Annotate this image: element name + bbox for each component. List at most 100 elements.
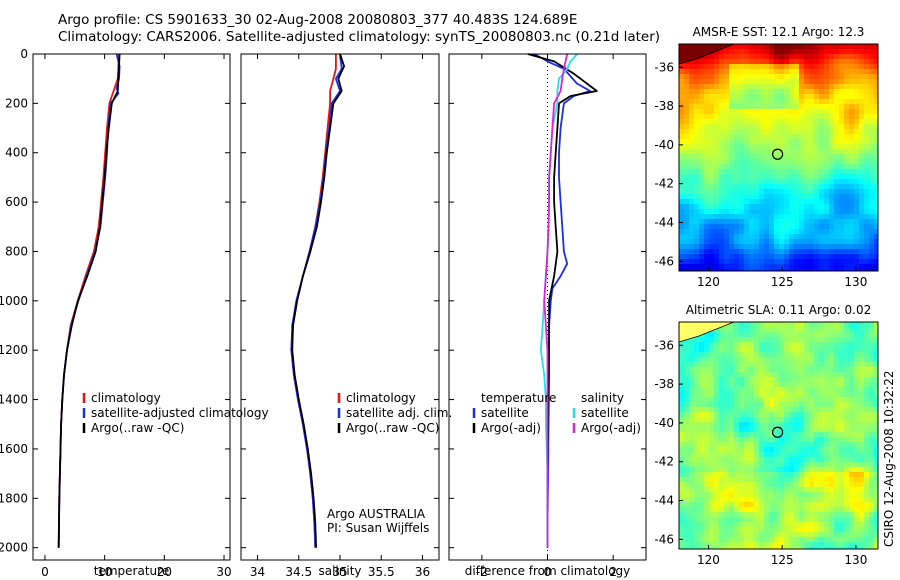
map-cell [689, 244, 695, 250]
map-cell [859, 442, 865, 448]
map-cell [764, 174, 770, 180]
map-cell [769, 204, 775, 210]
map-cell [864, 179, 870, 185]
map-cell [779, 264, 785, 270]
map-cell [819, 337, 825, 343]
map-cell [869, 204, 875, 210]
map-cell [814, 547, 820, 549]
map-cell [799, 234, 805, 240]
map-cell [859, 457, 865, 463]
map-cell [719, 527, 725, 533]
map-cell [724, 134, 730, 140]
map-cell [694, 119, 700, 125]
map-cell [749, 407, 755, 413]
map-cell [719, 159, 725, 165]
map-cell [854, 377, 860, 383]
map-cell [859, 134, 865, 140]
map-cell [824, 542, 830, 548]
map-cell [784, 372, 790, 378]
map-cell [709, 442, 715, 448]
map-cell [709, 362, 715, 368]
map-cell [704, 507, 710, 513]
map-cell [809, 179, 815, 185]
map-cell [834, 104, 840, 110]
map-cell [824, 387, 830, 393]
map-cell [784, 229, 790, 235]
map-cell [744, 492, 750, 498]
map-cell [834, 497, 840, 503]
map-cell [759, 417, 765, 423]
map-cell [754, 392, 760, 398]
map-cell [834, 477, 840, 483]
map-cell [719, 342, 725, 348]
map-cell [794, 422, 800, 428]
map-cell [849, 432, 855, 438]
legend-header: temperature [481, 391, 556, 405]
map-cell [859, 69, 865, 75]
map-cell [864, 442, 870, 448]
map-cell [784, 527, 790, 533]
map-cell [819, 517, 825, 523]
map-cell [694, 99, 700, 105]
map-cell [724, 169, 730, 175]
map-cell [874, 352, 878, 358]
map-cell [794, 362, 800, 368]
map-cell [729, 59, 735, 65]
map-cell [874, 487, 878, 493]
map-cell [824, 472, 830, 478]
map-cell [784, 119, 790, 125]
map-cell [844, 462, 850, 468]
map-cell [749, 239, 755, 245]
map-cell [859, 144, 865, 150]
map-cell [859, 139, 865, 145]
temperature-panel: 0 10 20 30020040060080010001200140016001800… [0, 47, 232, 579]
map-cell [869, 367, 875, 373]
map-cell [679, 189, 685, 195]
map-cell [784, 164, 790, 170]
map-cell [794, 332, 800, 338]
map-cell [679, 239, 685, 245]
map-cell [854, 412, 860, 418]
map-cell [679, 154, 685, 160]
map-cell [714, 447, 720, 453]
map-cell [779, 204, 785, 210]
map-cell [704, 114, 710, 120]
map-cell [679, 219, 685, 225]
map-cell [709, 139, 715, 145]
map-cell [779, 54, 785, 60]
map-cell [719, 179, 725, 185]
map-cell [799, 512, 805, 518]
map-cell [794, 169, 800, 175]
map-cell [874, 254, 878, 260]
map-cell [704, 442, 710, 448]
map-cell [749, 467, 755, 473]
map-cell [809, 264, 815, 270]
map-cell [749, 94, 755, 100]
map-cell [754, 357, 760, 363]
map-cell [784, 84, 790, 90]
map-cell [714, 164, 720, 170]
map-cell [754, 209, 760, 215]
map-cell [809, 432, 815, 438]
map-cell [754, 482, 760, 488]
map-cell [764, 517, 770, 523]
map-cell [679, 407, 685, 413]
map-cell [839, 224, 845, 230]
map-cell [799, 194, 805, 200]
map-cell [739, 199, 745, 205]
map-cell [854, 179, 860, 185]
map-cell [839, 362, 845, 368]
map-cell [859, 512, 865, 518]
map-cell [799, 229, 805, 235]
map-cell [694, 352, 700, 358]
map-cell [779, 94, 785, 100]
map-cell [854, 357, 860, 363]
map-cell [794, 457, 800, 463]
map-cell [864, 482, 870, 488]
map-cell [849, 492, 855, 498]
map-cell [729, 547, 735, 549]
map-cell [709, 199, 715, 205]
map-cell [829, 472, 835, 478]
map-cell [684, 189, 690, 195]
